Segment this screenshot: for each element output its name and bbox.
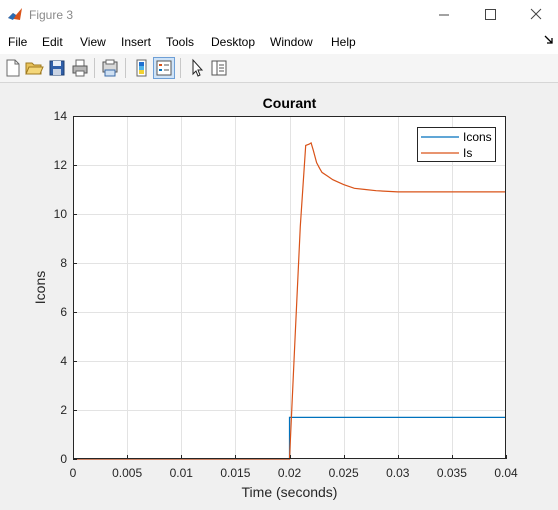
print-icon: [72, 59, 88, 77]
toolbar-separator: [180, 58, 181, 78]
x-tick-label: 0: [70, 466, 77, 480]
grid: [73, 116, 506, 459]
dock-arrow-icon[interactable]: [544, 35, 554, 45]
x-tick-label: 0.02: [278, 466, 302, 480]
new-figure-button[interactable]: [3, 58, 23, 78]
x-tick-label: 0.035: [437, 466, 467, 480]
legend[interactable]: Icons Is: [417, 127, 496, 162]
x-tick-label: 0.005: [112, 466, 142, 480]
property-inspector-icon: [211, 60, 227, 76]
window-title: Figure 3: [29, 8, 74, 22]
x-tick-label: 0.01: [170, 466, 194, 480]
series-line-is: [73, 141, 506, 460]
menu-desktop[interactable]: Desktop: [211, 35, 256, 49]
menu-view[interactable]: View: [80, 35, 106, 49]
pointer-button[interactable]: [187, 58, 207, 78]
ticks: 0 0.005 0.01 0.015 0.02 0.025 0.03 0.035 0.04 0 2 4…: [54, 109, 518, 480]
legend-icon: [156, 60, 172, 76]
figure-area: 0 0.005 0.01 0.015 0.02 0.025 0.03 0.035 0.04 0 2 4…: [0, 83, 558, 505]
menu-insert[interactable]: Insert: [121, 35, 152, 49]
toolbar: [0, 54, 558, 83]
property-inspector-button[interactable]: [209, 58, 229, 78]
close-icon: [530, 8, 542, 20]
colorbar-icon: [136, 59, 147, 77]
y-tick-label: 12: [54, 158, 68, 172]
y-tick-label: 8: [60, 256, 67, 270]
y-tick-label: 14: [54, 109, 68, 123]
y-tick-label: 4: [60, 354, 67, 368]
menu-help[interactable]: Help: [331, 35, 356, 49]
chart-title: Courant: [263, 95, 317, 111]
maximize-icon: [485, 9, 496, 20]
colorbar-button[interactable]: [132, 58, 152, 78]
y-tick-label: 6: [60, 305, 67, 319]
x-tick-label: 0.015: [220, 466, 250, 480]
menu-tools[interactable]: Tools: [166, 35, 195, 49]
toolbar-separator: [94, 58, 95, 78]
maximize-button[interactable]: [467, 0, 513, 30]
save-button[interactable]: [47, 58, 67, 78]
legend-box: [417, 127, 496, 162]
y-axis-label: Icons: [32, 271, 48, 304]
menu-file[interactable]: File: [8, 35, 28, 49]
y-tick-label: 0: [60, 452, 67, 466]
save-icon: [49, 60, 65, 76]
legend-button[interactable]: [153, 57, 175, 79]
minimize-button[interactable]: [420, 0, 466, 30]
toolbar-separator: [125, 58, 126, 78]
x-tick-label: 0.025: [329, 466, 359, 480]
open-file-button[interactable]: [24, 58, 44, 78]
chart[interactable]: 0 0.005 0.01 0.015 0.02 0.025 0.03 0.035 0.04 0 2 4…: [0, 83, 558, 505]
close-button[interactable]: [512, 0, 558, 30]
open-file-icon: [25, 62, 44, 75]
pointer-icon: [192, 58, 204, 77]
x-axis-label: Time (seconds): [242, 484, 338, 500]
legend-label-icons: Icons: [463, 130, 492, 144]
x-tick-label: 0.03: [386, 466, 410, 480]
axes-box: [73, 116, 506, 459]
legend-label-is: Is: [463, 146, 472, 160]
y-tick-label: 2: [60, 403, 67, 417]
y-tick-label: 10: [54, 207, 68, 221]
print-button[interactable]: [70, 58, 90, 78]
plot-area[interactable]: [73, 116, 506, 459]
menu-edit[interactable]: Edit: [42, 35, 63, 49]
title-bar: Figure 3: [0, 0, 558, 30]
x-tick-label: 0.04: [494, 466, 518, 480]
print-preview-button[interactable]: [100, 58, 120, 78]
minimize-icon: [439, 14, 449, 16]
menu-bar: File Edit View Insert Tools Desktop Wind…: [0, 30, 558, 54]
matlab-icon: [8, 8, 22, 20]
menu-window[interactable]: Window: [270, 35, 313, 49]
print-preview-icon: [102, 59, 118, 77]
new-figure-icon: [6, 59, 20, 77]
